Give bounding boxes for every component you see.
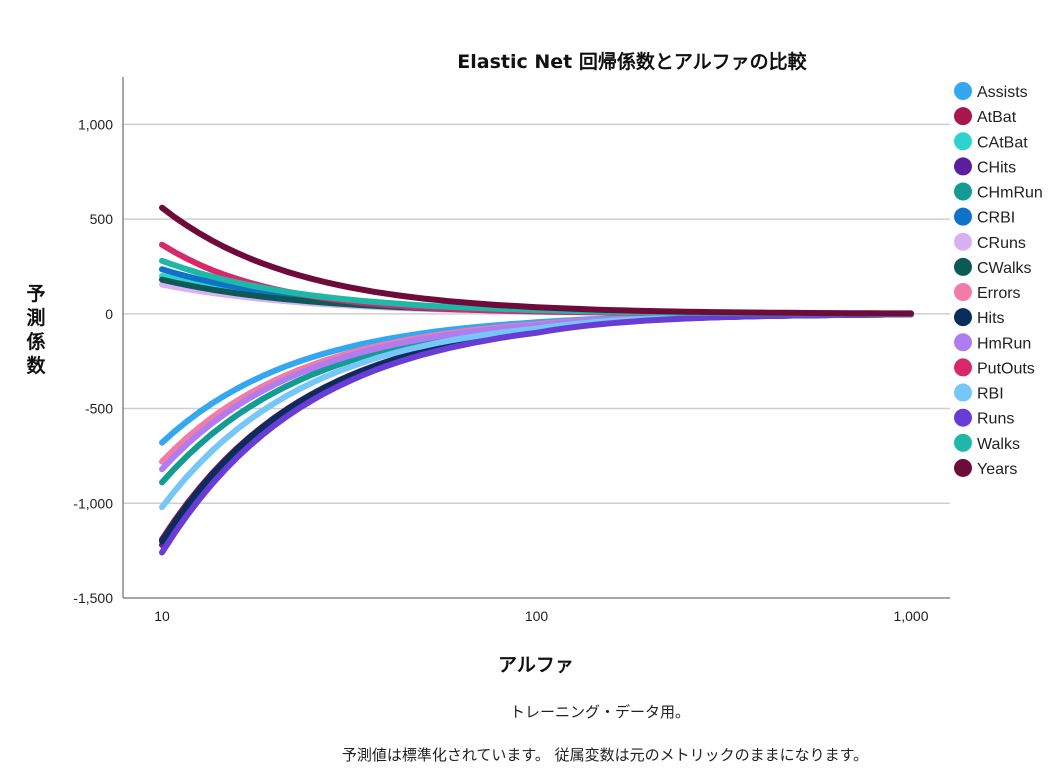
legend-item-hits: Hits bbox=[954, 308, 1005, 327]
legend-label: CRBI bbox=[977, 210, 1015, 227]
legend-swatch bbox=[954, 182, 972, 201]
legend-swatch bbox=[954, 107, 972, 126]
legend-item-assists: Assists bbox=[954, 82, 1028, 101]
legend-swatch bbox=[954, 283, 972, 302]
y-axis-ticks: -1,500 -1,000 -500 0 500 1,000 bbox=[73, 116, 113, 606]
chart-title: Elastic Net 回帰係数とアルファの比較 bbox=[457, 50, 807, 73]
legend-label: CHits bbox=[977, 159, 1016, 176]
footnote-standardized: 予測値は標準化されています。 従属変数は元のメトリックのままになります。 bbox=[342, 746, 868, 764]
legend-label: Hits bbox=[977, 310, 1005, 327]
series-line-years bbox=[159, 204, 914, 317]
legend-swatch bbox=[954, 82, 972, 100]
legend-item-hmrun: HmRun bbox=[954, 333, 1031, 352]
x-tick-label: 10 bbox=[154, 608, 170, 624]
x-axis-ticks: 10 100 1,000 bbox=[154, 608, 929, 624]
legend-label: Runs bbox=[977, 411, 1014, 428]
legend-swatch bbox=[954, 383, 972, 402]
legend-item-cwalks: CWalks bbox=[954, 257, 1032, 277]
legend-item-years: Years bbox=[954, 458, 1017, 478]
legend-label: Errors bbox=[977, 285, 1021, 302]
legend-item-walks: Walks bbox=[954, 433, 1020, 453]
legend-swatch bbox=[954, 132, 972, 151]
legend-swatch bbox=[954, 358, 972, 377]
legend-item-runs: Runs bbox=[954, 408, 1014, 428]
legend-label: CAtBat bbox=[977, 134, 1028, 151]
legend-swatch bbox=[954, 207, 972, 226]
y-tick-label: -1,500 bbox=[73, 590, 113, 606]
series-line-chits bbox=[159, 311, 914, 548]
x-axis-title: アルファ bbox=[498, 654, 574, 676]
legend-label: Assists bbox=[977, 84, 1028, 101]
legend-item-chits: CHits bbox=[954, 157, 1016, 176]
x-tick-label: 1,000 bbox=[893, 608, 928, 624]
legend-label: AtBat bbox=[977, 109, 1017, 126]
legend-swatch bbox=[954, 232, 972, 251]
legend-label: CHmRun bbox=[977, 185, 1043, 202]
legend-item-crbi: CRBI bbox=[954, 207, 1015, 227]
legend-item-cruns: CRuns bbox=[954, 232, 1026, 252]
series-line-chmrun bbox=[159, 311, 914, 486]
legend-swatch bbox=[954, 333, 972, 352]
legend-label: RBI bbox=[977, 386, 1004, 403]
y-tick-label: 0 bbox=[105, 306, 113, 322]
legend-swatch bbox=[954, 257, 972, 276]
series-line-putouts bbox=[159, 241, 914, 317]
x-tick-label: 100 bbox=[525, 608, 549, 624]
legend-label: CRuns bbox=[977, 235, 1026, 252]
legend-item-catbat: CAtBat bbox=[954, 132, 1028, 151]
legend-label: PutOuts bbox=[977, 360, 1035, 377]
legend-item-errors: Errors bbox=[954, 283, 1021, 302]
legend-swatch bbox=[954, 458, 972, 477]
legend-label: Walks bbox=[977, 436, 1020, 453]
y-axis-title: 予測係数 bbox=[26, 283, 46, 377]
legend-swatch bbox=[954, 408, 972, 427]
legend-item-rbi: RBI bbox=[954, 383, 1004, 403]
series-lines bbox=[159, 204, 914, 556]
legend-swatch bbox=[954, 433, 972, 452]
y-tick-label: -500 bbox=[85, 401, 113, 417]
y-tick-label: 500 bbox=[90, 211, 114, 227]
series-line-rbi bbox=[159, 311, 914, 511]
footnote-training-data: トレーニング・データ用。 bbox=[510, 703, 690, 721]
y-tick-label: 1,000 bbox=[78, 116, 113, 132]
legend-label: Years bbox=[977, 461, 1017, 478]
y-tick-label: -1,000 bbox=[73, 495, 113, 511]
legend-swatch bbox=[954, 157, 972, 176]
legend-label: HmRun bbox=[977, 335, 1031, 352]
legend: Assists AtBat CAtBat CHits CHmRun CRBI CRuns CW… bbox=[954, 82, 1043, 478]
legend-item-atbat: AtBat bbox=[954, 107, 1017, 126]
legend-item-chmrun: CHmRun bbox=[954, 182, 1043, 202]
series-line-runs bbox=[159, 311, 914, 556]
legend-item-putouts: PutOuts bbox=[954, 358, 1035, 377]
legend-label: CWalks bbox=[977, 260, 1032, 277]
legend-swatch bbox=[954, 308, 972, 327]
